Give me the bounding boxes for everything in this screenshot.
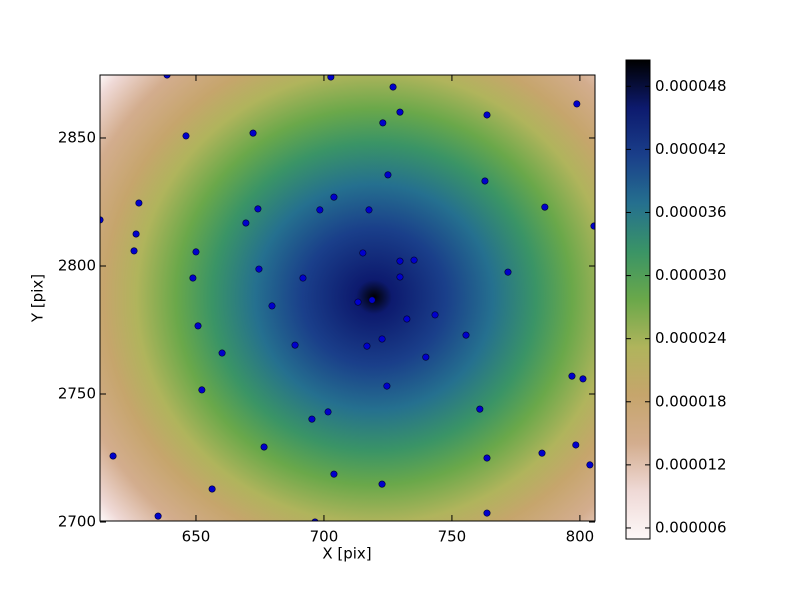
point: [249, 129, 257, 137]
point: [365, 206, 373, 214]
y-axis-label: Y [pix]: [29, 274, 47, 323]
point: [330, 470, 338, 478]
point: [573, 100, 581, 108]
point: [481, 177, 489, 185]
x-tick-label: 700: [310, 528, 339, 546]
colorbar-tick-label: 0.000006: [655, 518, 727, 536]
colorbar-tick-label: 0.000042: [655, 140, 727, 158]
point: [198, 386, 206, 394]
point: [255, 265, 263, 273]
point: [154, 512, 162, 520]
point: [541, 203, 549, 211]
point: [410, 256, 418, 264]
x-tick-label: 650: [182, 528, 211, 546]
point: [384, 171, 392, 179]
point: [476, 405, 484, 413]
point: [462, 331, 470, 339]
point: [254, 205, 262, 213]
point: [483, 509, 491, 517]
y-tick-label: 2850: [58, 128, 96, 146]
point: [389, 83, 397, 91]
y-tick-label: 2800: [58, 256, 96, 274]
colorbar-tick-label: 0.000036: [655, 203, 727, 221]
point: [403, 315, 411, 323]
y-tick-label: 2700: [58, 513, 96, 531]
colorbar-tick-label: 0.000018: [655, 392, 727, 410]
point: [368, 296, 376, 304]
colorbar: [625, 59, 651, 540]
point: [378, 335, 386, 343]
point: [208, 485, 216, 493]
colorbar-tick-label: 0.000048: [655, 77, 727, 95]
point: [308, 415, 316, 423]
point: [109, 452, 117, 460]
point: [396, 257, 404, 265]
point: [311, 518, 319, 521]
x-tick-label: 750: [438, 528, 467, 546]
point: [182, 132, 190, 140]
point: [291, 341, 299, 349]
point: [396, 273, 404, 281]
point: [504, 268, 512, 276]
point: [538, 449, 546, 457]
point: [579, 375, 587, 383]
point: [359, 249, 367, 257]
point: [568, 372, 576, 380]
point: [378, 480, 386, 488]
points: [100, 75, 595, 521]
point: [379, 119, 387, 127]
point: [431, 311, 439, 319]
point: [324, 408, 332, 416]
point: [316, 206, 324, 214]
point: [363, 342, 371, 350]
point: [396, 108, 404, 116]
point: [268, 302, 276, 310]
point: [483, 111, 491, 119]
point: [130, 247, 138, 255]
y-tick-label: 2750: [58, 385, 96, 403]
point: [132, 230, 140, 238]
colorbar-tick-label: 0.000030: [655, 266, 727, 284]
point: [572, 441, 580, 449]
point: [189, 274, 197, 282]
point: [590, 222, 595, 230]
point: [192, 248, 200, 256]
point: [242, 219, 250, 227]
point: [383, 382, 391, 390]
colorbar-tick-label: 0.000024: [655, 329, 727, 347]
heatmap: [100, 75, 595, 521]
x-axis-label: X [pix]: [322, 545, 371, 563]
x-tick-label: 800: [566, 528, 595, 546]
point: [135, 199, 143, 207]
point: [422, 353, 430, 361]
point: [330, 193, 338, 201]
point: [354, 298, 362, 306]
point: [194, 322, 202, 330]
point: [586, 461, 594, 469]
point: [260, 443, 268, 451]
colorbar-tick-label: 0.000012: [655, 455, 727, 473]
point: [299, 274, 307, 282]
plot-frame: [99, 74, 596, 522]
point: [483, 454, 491, 462]
point: [327, 75, 335, 81]
point: [218, 349, 226, 357]
